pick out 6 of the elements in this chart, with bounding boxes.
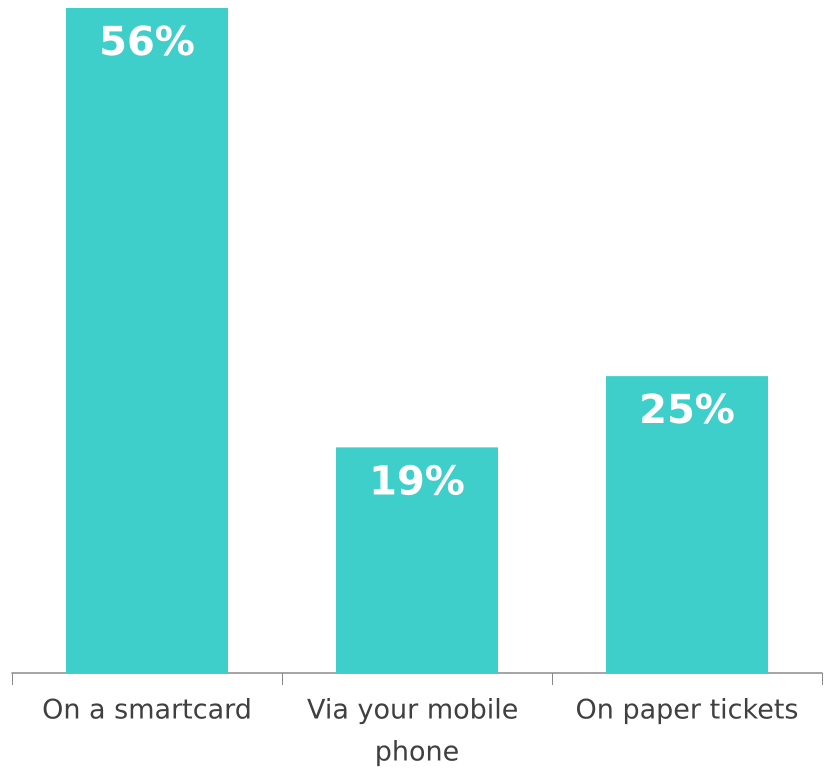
data-label: 19% bbox=[369, 458, 465, 504]
data-label: 25% bbox=[639, 387, 735, 434]
data-label: 56% bbox=[99, 19, 195, 65]
x-tick-label: On paper tickets bbox=[576, 694, 798, 726]
x-tick-label: On a smartcard bbox=[42, 694, 252, 726]
x-tick-label: Via your mobile phone bbox=[307, 694, 527, 768]
